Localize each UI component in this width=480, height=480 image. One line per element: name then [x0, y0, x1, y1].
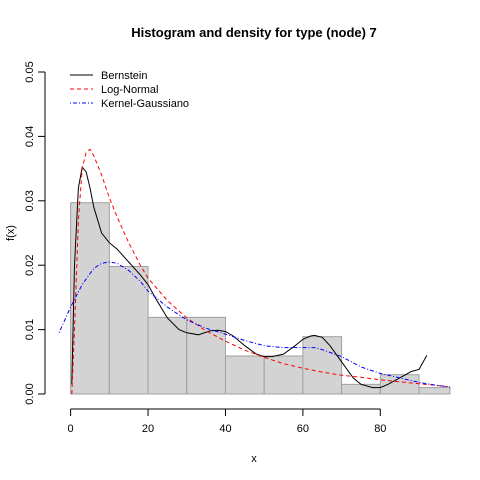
y-tick-label: 0.01	[24, 319, 36, 340]
x-tick-label: 40	[219, 423, 231, 435]
histogram-bar	[224, 355, 265, 395]
histogram-bar	[108, 265, 149, 395]
x-tick-label: 0	[68, 423, 74, 435]
histogram	[70, 202, 451, 395]
x-tick-label: 60	[297, 423, 309, 435]
legend-label-log-normal: Log-Normal	[101, 84, 158, 96]
y-tick-label: 0.00	[24, 383, 36, 404]
y-tick-label: 0.04	[24, 126, 36, 147]
histogram-bar	[186, 316, 226, 395]
y-tick-label: 0.03	[24, 190, 36, 211]
histogram-bar	[418, 387, 451, 395]
legend-label-bernstein: Bernstein	[101, 70, 147, 82]
series-line-log-normal	[71, 148, 451, 395]
x-tick-label: 20	[142, 423, 154, 435]
series-line-kernel-gaussiano	[58, 261, 451, 388]
x-ticks: 0 20 40 60 80	[68, 409, 386, 435]
histogram-bar	[263, 355, 304, 395]
histogram-bar	[302, 336, 343, 395]
chart-title: Histogram and density for type (node) 7	[131, 25, 377, 40]
series-line-bernstein	[71, 166, 428, 389]
x-tick-label: 80	[374, 423, 386, 435]
y-tick-label: 0.05	[24, 61, 36, 82]
y-axis-label: f(x)	[5, 225, 17, 241]
histogram-bar	[147, 316, 188, 395]
x-axis-label: x	[251, 453, 257, 465]
legend-label-kernel-gaussiano: Kernel-Gaussiano	[101, 98, 189, 110]
legend: Bernstein Log-Normal Kernel-Gaussiano	[70, 70, 189, 110]
density-curves	[58, 148, 451, 395]
histogram-bar	[379, 374, 420, 395]
histogram-bar	[341, 383, 381, 395]
y-tick-label: 0.02	[24, 254, 36, 275]
y-ticks: 0.00 0.01 0.02 0.03 0.04 0.05	[24, 61, 45, 405]
